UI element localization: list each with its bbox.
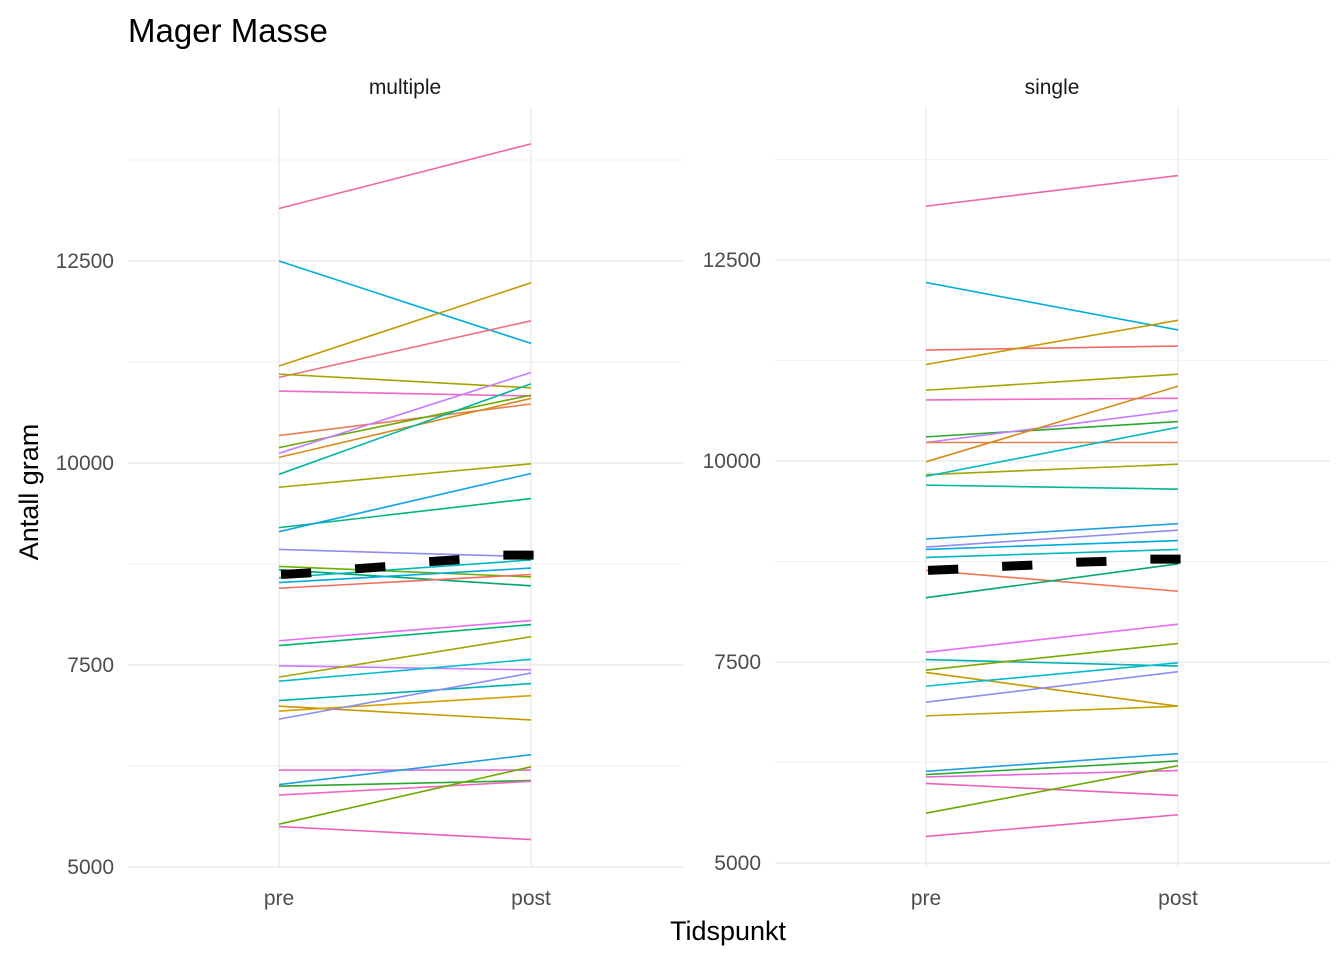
series-line <box>925 769 1179 778</box>
series-line <box>278 472 532 533</box>
y-tick-labels: 5000 7500 10000 12500 <box>703 249 761 875</box>
panel-strip-label: single <box>1025 76 1080 99</box>
series-line <box>925 522 1179 540</box>
series-line <box>925 409 1179 444</box>
series-line <box>278 371 532 455</box>
series-line <box>925 345 1179 351</box>
series-line <box>925 752 1179 773</box>
series-line <box>278 672 532 720</box>
series-line <box>278 394 532 449</box>
series-line <box>278 665 532 671</box>
mean-segment <box>280 568 312 579</box>
series-line <box>278 694 532 712</box>
series-line <box>925 385 1179 463</box>
x-tick-label-pre: pre <box>264 887 294 910</box>
major-gridlines <box>775 107 1330 867</box>
y-tick-labels: 5000 7500 10000 12500 <box>56 250 114 879</box>
series-line <box>925 563 1179 599</box>
x-axis-title: Tidspunkt <box>670 916 787 946</box>
series-line <box>278 559 532 579</box>
chart-title: Mager Masse <box>128 12 328 49</box>
series-line <box>925 529 1179 548</box>
series-line <box>278 260 532 345</box>
series-line <box>278 463 532 489</box>
mean-segment <box>354 562 386 574</box>
series-line <box>278 143 532 210</box>
series-line <box>925 420 1179 438</box>
series-line <box>925 463 1179 476</box>
series-line <box>278 373 532 389</box>
series-line <box>278 383 532 476</box>
y-tick-label: 5000 <box>67 856 114 879</box>
series-line <box>925 397 1179 401</box>
series-line <box>278 682 532 702</box>
panel-multiple: multiple 5000 7500 10000 12500 pre post <box>56 76 683 910</box>
series-line <box>278 780 532 796</box>
x-tick-label-post: post <box>511 887 551 910</box>
mean-segment <box>428 555 460 567</box>
series-line <box>278 548 532 558</box>
series-line <box>278 658 532 682</box>
series-line <box>278 390 532 397</box>
series-line <box>925 426 1179 478</box>
minor-gridlines <box>128 159 683 767</box>
mean-segments <box>280 550 534 579</box>
series-line <box>925 813 1179 838</box>
x-tick-label-pre: pre <box>911 887 941 910</box>
series-line <box>925 548 1179 559</box>
series-line <box>925 658 1179 667</box>
series-line <box>925 662 1179 687</box>
series-lines <box>925 174 1179 838</box>
series-line <box>925 670 1179 703</box>
major-gridlines <box>128 107 683 868</box>
series-line <box>278 619 532 642</box>
mean-segment <box>1076 556 1107 567</box>
series-line <box>278 753 532 786</box>
series-line <box>278 779 532 787</box>
series-line <box>925 484 1179 490</box>
panel-strip-label: multiple <box>369 76 441 99</box>
series-line <box>925 319 1179 366</box>
y-tick-label: 12500 <box>703 249 761 272</box>
mean-segments <box>927 554 1181 575</box>
y-tick-label: 10000 <box>703 450 761 473</box>
series-line <box>278 766 532 825</box>
y-tick-label: 5000 <box>714 852 761 875</box>
series-line <box>925 174 1179 207</box>
series-line <box>278 573 532 590</box>
series-line <box>278 397 532 459</box>
series-line <box>925 642 1179 671</box>
series-line <box>278 282 532 367</box>
series-line <box>925 760 1179 776</box>
y-tick-label: 7500 <box>67 654 114 677</box>
mean-segment <box>927 564 959 575</box>
series-line <box>925 373 1179 392</box>
series-lines <box>278 143 532 841</box>
x-tick-label-post: post <box>1158 887 1198 910</box>
y-axis-title: Antall gram <box>14 424 44 561</box>
series-line <box>925 671 1179 708</box>
series-line <box>925 764 1179 814</box>
series-line <box>278 565 532 578</box>
panel-single: single 5000 7500 10000 12500 pre post <box>703 76 1330 910</box>
series-line <box>925 623 1179 654</box>
series-line <box>278 635 532 678</box>
series-line <box>278 623 532 647</box>
series-line <box>278 825 532 841</box>
series-line <box>278 568 532 587</box>
series-line <box>925 281 1179 331</box>
y-tick-label: 7500 <box>714 651 761 674</box>
series-line <box>278 403 532 437</box>
y-tick-label: 10000 <box>56 452 114 475</box>
series-line <box>925 539 1179 551</box>
series-line <box>278 567 532 584</box>
mean-segment <box>1001 560 1033 571</box>
series-line <box>278 320 532 379</box>
series-line <box>925 705 1179 717</box>
y-tick-label: 12500 <box>56 250 114 273</box>
